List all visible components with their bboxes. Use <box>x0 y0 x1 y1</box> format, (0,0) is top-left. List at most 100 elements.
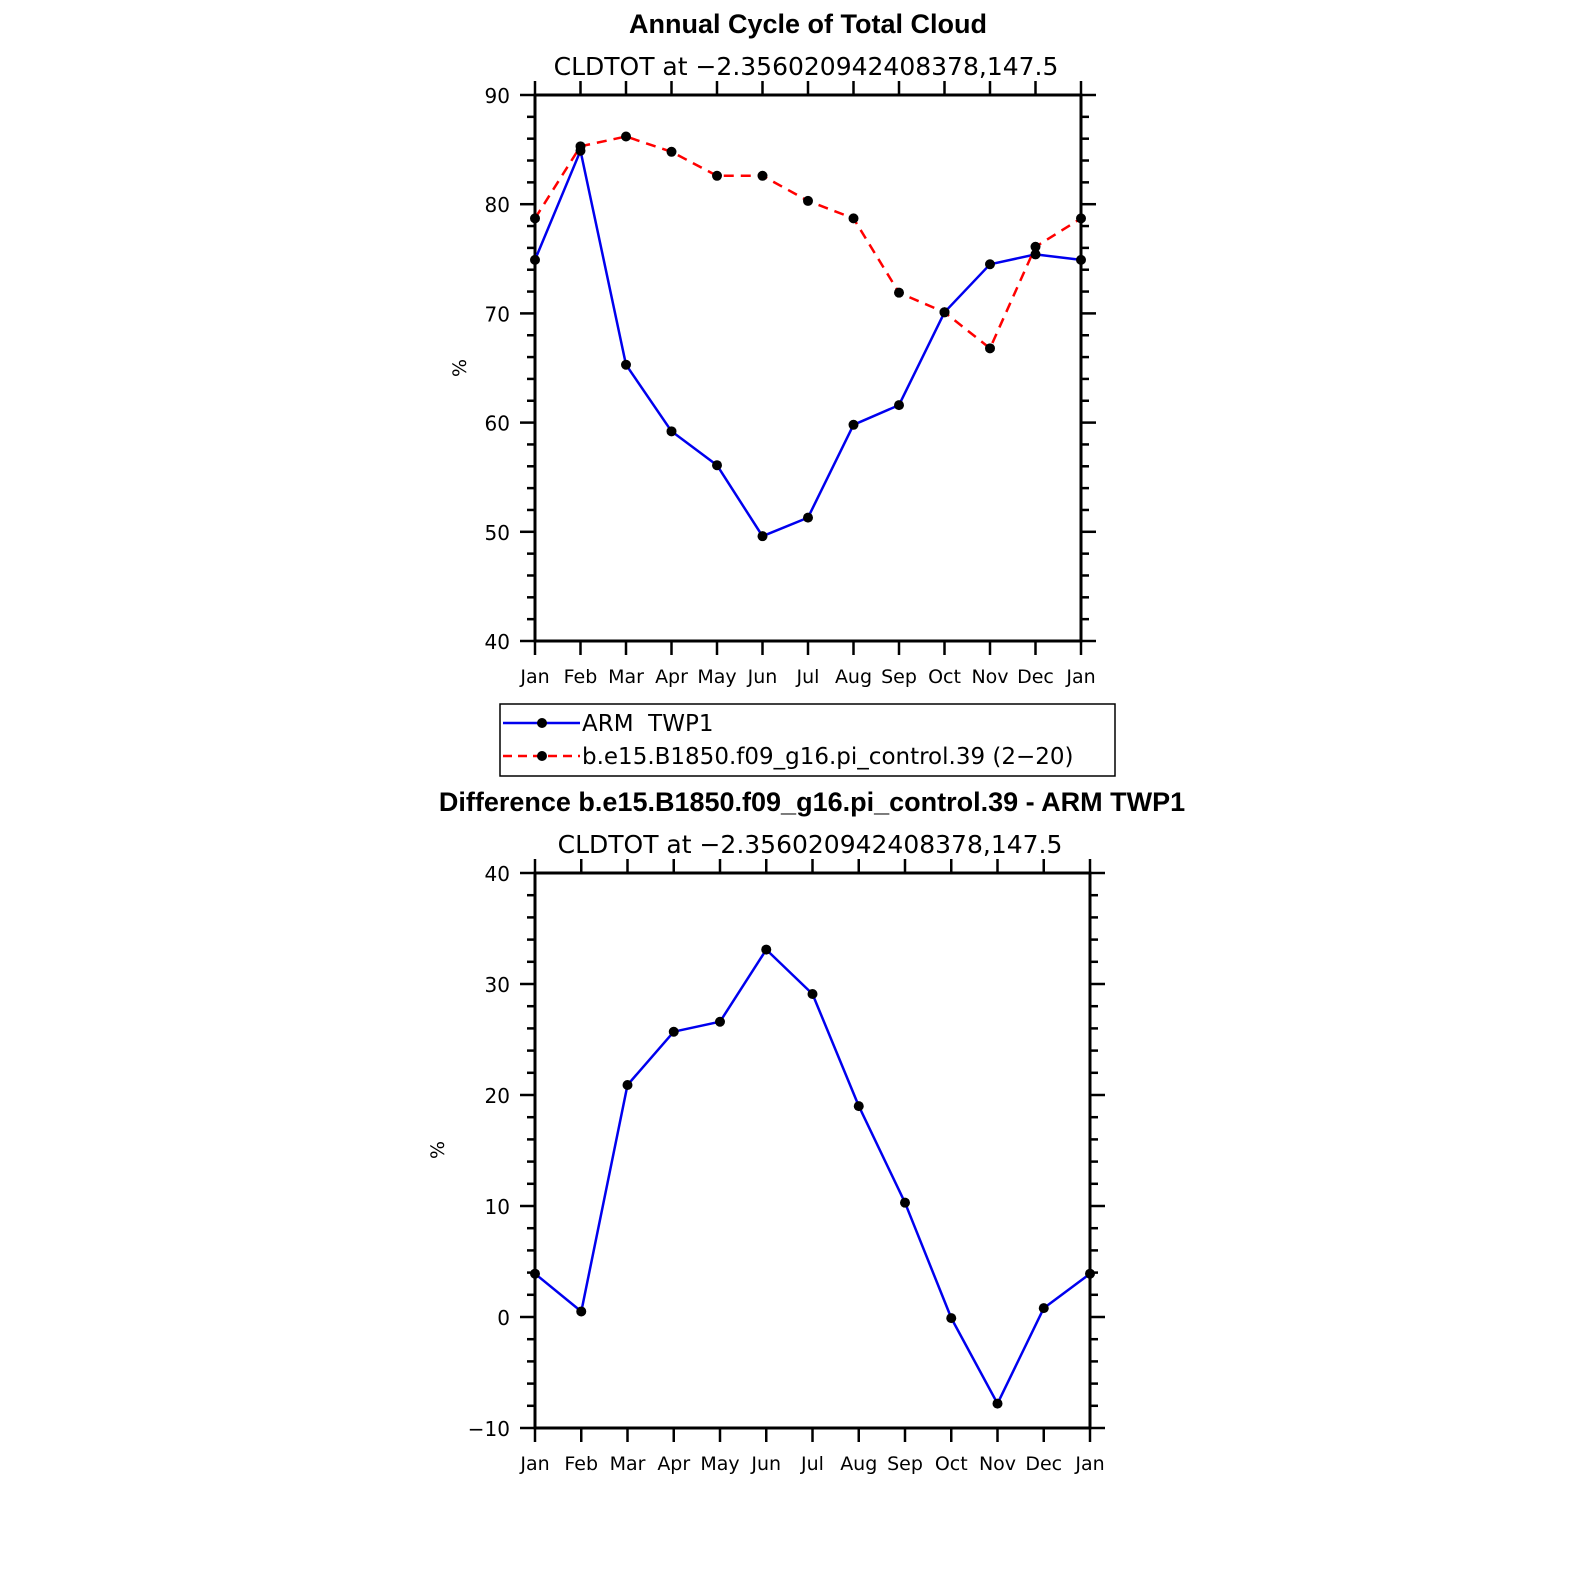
y-tick-label: 50 <box>485 521 510 545</box>
x-tick-label: Jan <box>519 1453 549 1475</box>
data-point-1-9 <box>939 307 950 318</box>
legend-marker-model <box>537 751 547 761</box>
data-point-0-4 <box>715 1016 725 1027</box>
data-point-0-10 <box>992 1398 1003 1409</box>
data-point-0-11 <box>1038 1303 1049 1314</box>
data-point-1-11 <box>1030 241 1041 252</box>
series-markers <box>530 131 1086 542</box>
x-tick-label: Sep <box>887 1453 923 1475</box>
x-tick-label: Jun <box>747 666 778 688</box>
chart-subtitle: CLDTOT at −2.356020942408378,147.5 <box>554 52 1059 81</box>
y-tick-label: 80 <box>485 193 510 217</box>
x-tick-label: Feb <box>564 666 598 688</box>
data-point-0-3 <box>668 1026 679 1037</box>
data-point-0-7 <box>853 1101 864 1112</box>
series-lines <box>534 948 1091 1405</box>
y-tick-label: 20 <box>485 1084 510 1108</box>
data-point-1-12 <box>1076 213 1086 224</box>
data-point-1-4 <box>712 170 722 181</box>
data-point-1-8 <box>894 287 904 298</box>
y-tick-label: 40 <box>485 862 510 886</box>
axes: 90 80 70 60 50 40 Jan Feb Mar Apr May Jun Jul Aug Sep O… <box>485 81 1096 688</box>
x-tick-label: May <box>700 1453 739 1475</box>
legend: ARM TWP1 b.e15.B1850.f09_g16.pi_control.… <box>499 703 1116 777</box>
y-tick-label: −10 <box>468 1417 510 1441</box>
x-tick-label: Oct <box>935 1453 968 1475</box>
x-tick-label: Jul <box>796 666 820 688</box>
y-tick-label: 90 <box>485 84 510 108</box>
annual-cycle-chart: Annual Cycle of Total Cloud CLDTOT at −2… <box>449 9 1096 688</box>
data-point-0-6 <box>803 512 813 523</box>
y-tick-label: 60 <box>485 412 510 436</box>
x-tick-label: Jun <box>750 1453 781 1475</box>
x-tick-label: Aug <box>840 1453 877 1475</box>
data-point-1-2 <box>621 131 631 142</box>
legend-entry-model: b.e15.B1850.f09_g16.pi_control.39 (2−20) <box>503 744 1074 770</box>
data-point-0-3 <box>666 426 677 437</box>
data-point-1-5 <box>757 170 768 181</box>
data-point-0-7 <box>848 419 859 430</box>
series-line-0 <box>533 149 1082 538</box>
x-tick-label: Apr <box>655 666 688 688</box>
data-point-1-6 <box>803 195 813 206</box>
x-tick-label: Dec <box>1025 1453 1062 1475</box>
x-tick-label: Mar <box>608 666 644 688</box>
data-point-1-3 <box>666 146 677 157</box>
data-point-0-12 <box>1076 254 1086 265</box>
y-tick-label: 10 <box>485 1195 510 1219</box>
data-point-0-11 <box>1030 249 1041 260</box>
x-tick-label: Sep <box>881 666 917 688</box>
data-point-0-10 <box>985 259 995 270</box>
y-axis-label: % <box>449 359 471 377</box>
data-point-1-1 <box>575 141 586 152</box>
x-tick-label: Aug <box>835 666 872 688</box>
x-tick-label: Jul <box>800 1453 824 1475</box>
data-point-1-0 <box>530 213 540 224</box>
plot-frame <box>533 93 1083 643</box>
legend-box <box>499 703 1116 777</box>
chart-title: Annual Cycle of Total Cloud <box>629 9 987 39</box>
data-point-0-12 <box>1085 1268 1095 1279</box>
data-point-0-9 <box>946 1313 957 1324</box>
x-tick-label: Nov <box>979 1453 1016 1475</box>
data-point-0-6 <box>807 988 818 999</box>
y-tick-label: 40 <box>485 630 510 654</box>
data-point-1-7 <box>848 213 859 224</box>
x-tick-label: Mar <box>610 1453 646 1475</box>
data-point-0-2 <box>621 359 631 370</box>
x-tick-label: Feb <box>564 1453 598 1475</box>
plot-frame <box>533 871 1092 1430</box>
data-point-0-5 <box>761 944 772 955</box>
data-point-0-4 <box>712 460 722 471</box>
x-tick-label: May <box>697 666 736 688</box>
y-tick-label: 30 <box>485 973 510 997</box>
chart-title: Difference b.e15.B1850.f09_g16.pi_contro… <box>439 787 1185 817</box>
difference-chart: Difference b.e15.B1850.f09_g16.pi_contro… <box>427 787 1185 1475</box>
x-tick-label: Jan <box>519 666 549 688</box>
legend-label-model: b.e15.B1850.f09_g16.pi_control.39 (2−20) <box>582 744 1074 770</box>
chart-subtitle: CLDTOT at −2.356020942408378,147.5 <box>558 830 1063 859</box>
axes: 40 30 20 10 0 −10 Jan Feb Mar Apr May Jun Jul Aug Sep O… <box>468 859 1105 1475</box>
data-point-0-0 <box>530 1268 540 1279</box>
x-tick-label: Oct <box>928 666 961 688</box>
legend-marker-arm <box>537 718 547 728</box>
x-tick-label: Nov <box>971 666 1008 688</box>
y-tick-label: 70 <box>485 302 510 326</box>
legend-label-arm: ARM TWP1 <box>582 711 713 737</box>
y-axis-label: % <box>427 1141 449 1159</box>
data-point-0-8 <box>900 1197 910 1208</box>
data-point-0-1 <box>576 1306 587 1317</box>
series-line-0 <box>534 948 1091 1405</box>
series-markers <box>530 944 1095 1409</box>
x-tick-label: Apr <box>657 1453 690 1475</box>
x-tick-label: Jan <box>1065 666 1095 688</box>
data-point-0-2 <box>622 1080 633 1091</box>
y-tick-label: 0 <box>497 1306 510 1330</box>
data-point-0-5 <box>757 531 768 542</box>
data-point-0-0 <box>530 254 540 265</box>
x-tick-label: Jan <box>1074 1453 1104 1475</box>
data-point-0-8 <box>894 400 904 411</box>
legend-entry-arm: ARM TWP1 <box>503 711 713 737</box>
data-point-1-10 <box>985 343 995 354</box>
